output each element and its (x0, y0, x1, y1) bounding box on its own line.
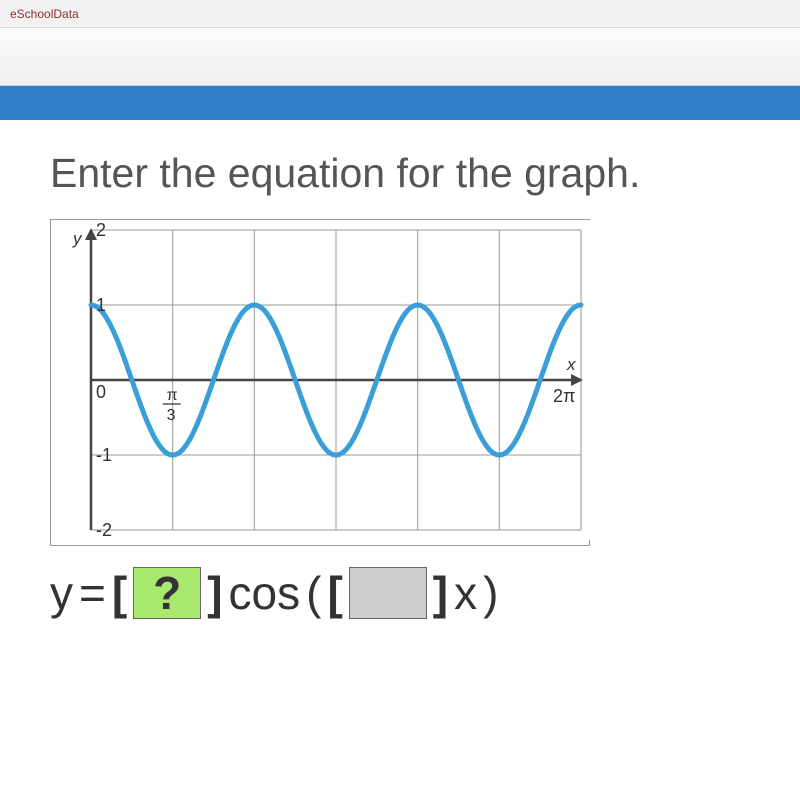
graph-svg: 2 1 0 -1 -2 y π 3 2π x (51, 220, 591, 540)
equation-equals: = (79, 566, 106, 620)
svg-text:3: 3 (167, 407, 176, 424)
page-content: Enter the equation for the graph. 2 1 0 -1 -… (0, 120, 800, 620)
svg-text:π: π (167, 387, 178, 404)
graph: 2 1 0 -1 -2 y π 3 2π x (50, 219, 590, 546)
svg-text:-2: -2 (96, 520, 112, 540)
bracket-close-2: ] (433, 566, 448, 620)
equation-fn: cos (229, 566, 301, 620)
page-header-strip (0, 86, 800, 120)
svg-text:2: 2 (96, 220, 106, 240)
paren-close: ) (483, 566, 498, 620)
bracket-open-1: [ (112, 566, 127, 620)
svg-text:1: 1 (96, 295, 106, 315)
frequency-input[interactable] (349, 567, 427, 619)
equation-var: x (454, 566, 477, 620)
browser-toolbar (0, 28, 800, 86)
paren-open: ( (306, 566, 321, 620)
svg-text:y: y (72, 229, 83, 248)
bracket-open-2: [ (327, 566, 342, 620)
bracket-close-1: ] (207, 566, 222, 620)
browser-tab-bar: eSchoolData (0, 0, 800, 28)
svg-text:2π: 2π (553, 386, 575, 406)
svg-text:0: 0 (96, 382, 106, 402)
svg-text:-1: -1 (96, 445, 112, 465)
svg-text:x: x (566, 355, 576, 374)
amplitude-input[interactable]: ? (133, 567, 201, 619)
equation: y = [ ? ] cos ( [ ] x ) (50, 566, 760, 620)
tab-label[interactable]: eSchoolData (10, 7, 79, 21)
question-prompt: Enter the equation for the graph. (50, 150, 760, 197)
equation-lhs: y (50, 566, 73, 620)
